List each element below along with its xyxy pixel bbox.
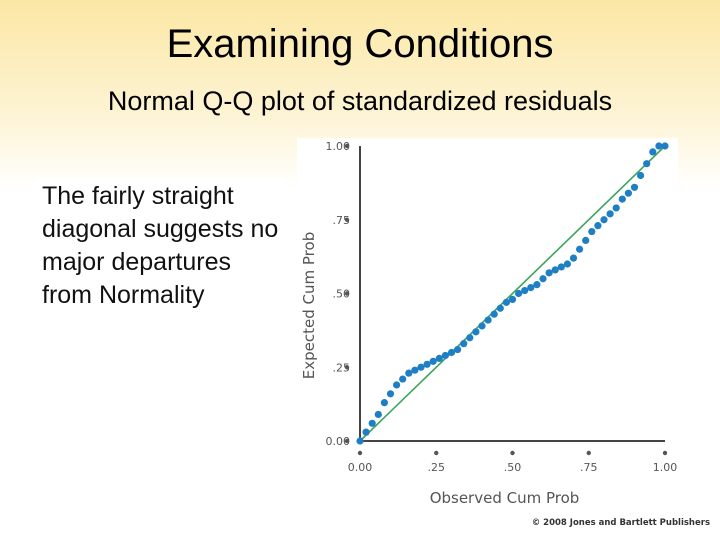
data-point [386,390,395,398]
data-point [447,348,456,357]
data-point [393,381,401,389]
reference-line-layer [359,145,666,442]
data-point [405,369,413,377]
data-point [618,195,626,203]
data-point [502,298,510,306]
data-point [588,227,596,236]
y-tick-label: 0.00 [326,435,351,448]
data-point [508,295,517,303]
y-tick-label: .25 [333,361,351,374]
y-tick-mark [344,143,350,149]
data-point [594,222,602,230]
data-point [441,351,449,360]
data-point [624,189,632,197]
qq-plot-panel: 0.00 .25 .50 .75 1.00 0.00 .25 .50 .75 1.00 Observ… [297,138,678,516]
data-point [557,263,565,271]
slide-subtitle: Normal Q-Q plot of standardized residual… [107,86,613,116]
data-point [429,357,437,365]
data-point [515,289,523,298]
data-point [484,316,492,324]
data-point [612,204,620,212]
data-point [454,345,462,354]
x-tick-label: 0.00 [348,461,373,474]
y-tick-mark [344,217,350,222]
data-point [423,360,431,368]
data-point [435,354,443,362]
data-point [661,142,669,150]
copyright-notice: © 2008 Jones and Bartlett Publishers [531,518,710,528]
qq-plot: 0.00 .25 .50 .75 1.00 0.00 .25 .50 .75 1.00 Observ… [300,140,677,507]
y-tick-label: 1.00 [326,140,351,153]
slide-title: Examining Conditions [166,22,554,66]
data-point [606,210,614,218]
x-tick-label: .25 [428,461,446,474]
data-point [362,428,370,436]
data-point [533,281,541,289]
data-point [368,419,376,427]
data-point [496,304,504,312]
data-point [649,148,657,156]
data-point [539,275,547,283]
data-point [551,266,559,274]
data-point [545,269,553,277]
data-point [630,183,639,191]
data-point [490,310,498,318]
x-tick-mark [434,450,439,456]
data-point [576,245,584,253]
data-point [527,284,535,292]
y-axis-title: Expected Cum Prob [300,232,318,379]
data-point [399,375,407,383]
data-point [417,363,425,371]
data-point [582,236,590,244]
slide-body-text: The fairly straight diagonal suggests no… [36,178,286,314]
data-point [478,322,486,330]
y-tick-mark [344,438,350,444]
data-point [643,160,651,168]
reference-line [359,145,666,442]
data-point [600,216,608,224]
data-point [356,437,364,445]
y-tick-label: .50 [333,288,351,301]
data-point [411,366,419,374]
x-tick-mark [357,450,363,456]
axes-layer [344,143,668,456]
data-point [460,340,468,348]
x-tick-mark [510,450,515,456]
data-point [569,254,578,262]
data-point [637,171,645,180]
data-point [655,142,663,150]
x-tick-label: .75 [580,461,598,474]
data-point [374,410,382,419]
y-tick-mark [344,365,350,370]
points-layer [356,142,669,445]
data-point [563,260,571,268]
data-point [466,334,474,342]
data-point [380,399,388,407]
labels-layer: 0.00 .25 .50 .75 1.00 0.00 .25 .50 .75 1.00 Observ… [300,140,677,507]
y-tick-label: .75 [333,214,351,227]
data-point [472,328,480,336]
data-point [521,286,529,295]
y-tick-mark [344,291,350,296]
x-tick-label: .50 [504,461,522,474]
x-tick-label: 1.00 [653,461,678,474]
x-tick-mark [586,450,591,456]
x-tick-mark [662,450,668,456]
x-axis-title: Observed Cum Prob [430,489,580,507]
